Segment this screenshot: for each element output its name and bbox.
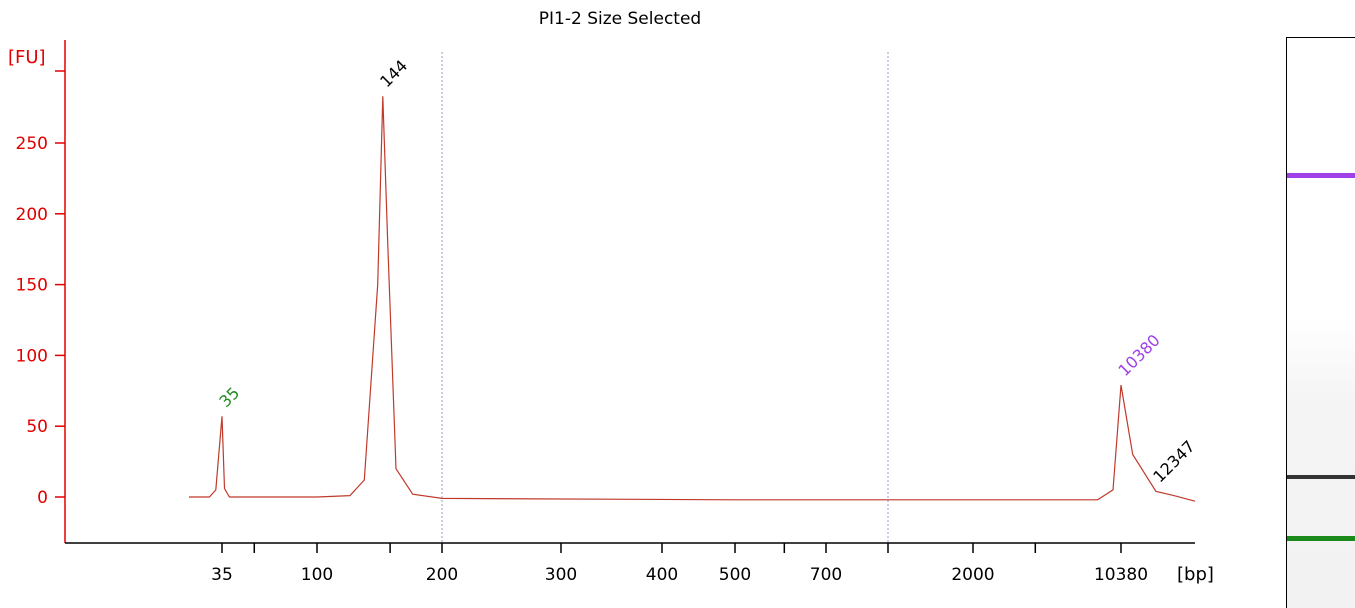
axes [64, 40, 1195, 544]
y-tick-label: 100 [16, 346, 48, 366]
y-axis-label: [FU] [8, 47, 46, 68]
y-ticks: 0 50 100 150 200 250 [16, 70, 65, 508]
x-tick-label: 10380 [1094, 565, 1148, 585]
x-tick-label: 35 [211, 565, 233, 585]
y-tick-label: 0 [37, 488, 48, 508]
x-tick-label: 500 [719, 565, 751, 585]
sample-band [1287, 475, 1355, 479]
grid-lines [441, 52, 889, 543]
peak-label: 10380 [1114, 331, 1163, 380]
electropherogram: PI1-2 Size Selected [FU] [bp] 0 50 100 150 2… [8, 9, 1214, 585]
peak-labels: 35 144 10380 12347 [215, 56, 1198, 486]
y-tick-label: 250 [16, 134, 48, 154]
x-tick-label: 2000 [951, 565, 994, 585]
peak-label: 144 [376, 56, 411, 91]
y-tick-label: 200 [16, 205, 48, 225]
x-axis-label: [bp] [1177, 564, 1214, 585]
x-tick-label: 400 [646, 565, 678, 585]
lower-marker-band [1287, 536, 1355, 541]
trace-line [189, 96, 1196, 502]
x-tick-label: 200 [426, 565, 458, 585]
chart-title: PI1-2 Size Selected [539, 9, 701, 29]
gel-lane [1286, 37, 1355, 608]
upper-marker-band [1287, 173, 1355, 178]
x-tick-label: 700 [810, 565, 842, 585]
x-tick-label: 100 [301, 565, 333, 585]
y-tick-label: 150 [16, 276, 48, 296]
x-ticks: 35 100 200 300 400 500 700 2000 10380 [211, 543, 1148, 585]
peak-label: 35 [215, 383, 243, 411]
x-tick-label: 300 [545, 565, 577, 585]
peak-label: 12347 [1149, 437, 1198, 486]
y-tick-label: 50 [26, 417, 48, 437]
trace [189, 96, 1196, 502]
gel-background [1287, 318, 1355, 608]
